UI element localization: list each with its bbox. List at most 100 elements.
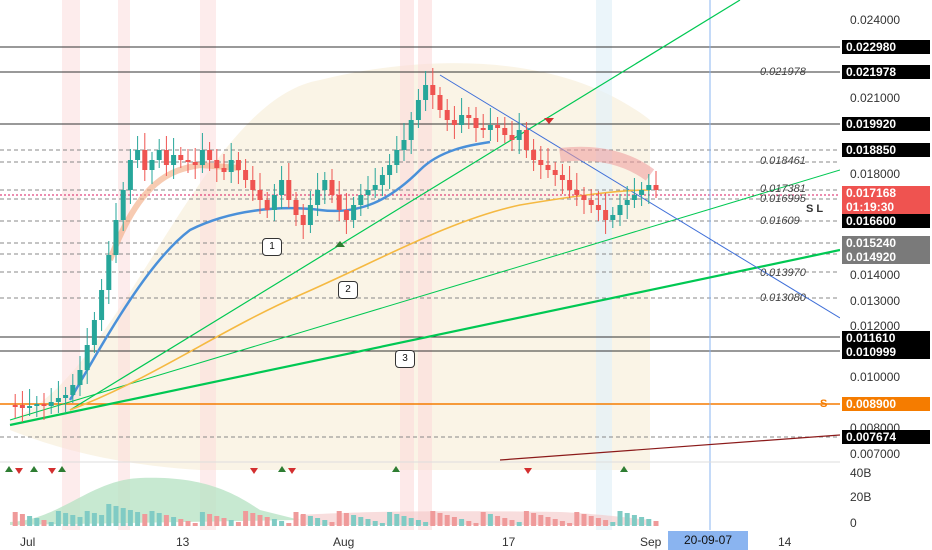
candle-body[interactable]: [444, 110, 450, 120]
candle-body[interactable]: [63, 395, 69, 398]
candle-body[interactable]: [545, 165, 551, 170]
candle-body[interactable]: [185, 160, 191, 162]
candle-body[interactable]: [365, 190, 371, 195]
candle-body[interactable]: [653, 185, 659, 190]
candle-body[interactable]: [99, 290, 105, 320]
candle-body[interactable]: [415, 100, 421, 120]
candle-body[interactable]: [106, 255, 112, 290]
candle-body[interactable]: [250, 180, 256, 190]
candle-body[interactable]: [84, 345, 90, 370]
candle-body[interactable]: [235, 160, 241, 170]
candle-body[interactable]: [466, 115, 472, 118]
candle-body[interactable]: [574, 190, 580, 195]
candle-body[interactable]: [199, 150, 205, 165]
candle-body[interactable]: [55, 398, 61, 402]
candle-body[interactable]: [221, 168, 227, 172]
red-trendline[interactable]: [499, 434, 840, 461]
candle-body[interactable]: [495, 125, 501, 128]
candle-body[interactable]: [502, 128, 508, 135]
descending-trendline[interactable]: [439, 74, 840, 319]
candle-body[interactable]: [300, 215, 306, 225]
candle-body[interactable]: [459, 115, 465, 125]
candle-body[interactable]: [631, 195, 637, 200]
candle-body[interactable]: [617, 205, 623, 215]
candle-body[interactable]: [394, 150, 400, 165]
candle-body[interactable]: [408, 120, 414, 140]
candle-body[interactable]: [473, 118, 479, 128]
candle-body[interactable]: [228, 160, 234, 172]
candle-body[interactable]: [19, 405, 25, 408]
candle-body[interactable]: [286, 180, 292, 200]
candle-body[interactable]: [27, 406, 33, 408]
candle-body[interactable]: [588, 200, 594, 205]
candle-body[interactable]: [329, 180, 335, 195]
candle-body[interactable]: [127, 160, 133, 190]
candle-body[interactable]: [358, 195, 364, 205]
candle-body[interactable]: [12, 405, 18, 407]
candle-body[interactable]: [531, 150, 537, 160]
candle-body[interactable]: [264, 200, 270, 210]
callout-3[interactable]: 3: [395, 350, 415, 368]
candle-body[interactable]: [480, 128, 486, 130]
candle-body[interactable]: [322, 180, 328, 190]
candle-body[interactable]: [34, 404, 40, 406]
candle-body[interactable]: [271, 195, 277, 210]
candle-body[interactable]: [567, 180, 573, 190]
candle-body[interactable]: [91, 320, 97, 345]
candle-body[interactable]: [77, 370, 83, 385]
candle-body[interactable]: [243, 170, 249, 180]
candle-body[interactable]: [192, 162, 198, 165]
candle-body[interactable]: [178, 155, 184, 160]
candle-body[interactable]: [120, 190, 126, 220]
candle-body[interactable]: [379, 175, 385, 185]
candle-body[interactable]: [48, 402, 54, 406]
candle-body[interactable]: [387, 165, 393, 175]
candle-body[interactable]: [451, 120, 457, 125]
candle-body[interactable]: [149, 160, 155, 170]
candle-body[interactable]: [171, 155, 177, 165]
trendlines[interactable]: [9, 0, 840, 427]
candle-body[interactable]: [351, 205, 357, 220]
candle-body[interactable]: [336, 195, 342, 210]
candle-body[interactable]: [523, 130, 529, 150]
candle-body[interactable]: [279, 180, 285, 195]
candlesticks[interactable]: [12, 68, 659, 422]
candle-body[interactable]: [552, 170, 558, 175]
callout-1[interactable]: 1: [262, 238, 282, 256]
candle-body[interactable]: [430, 85, 436, 95]
candle-body[interactable]: [538, 160, 544, 165]
candle-body[interactable]: [595, 205, 601, 210]
candle-body[interactable]: [135, 150, 141, 160]
candle-body[interactable]: [516, 130, 522, 140]
candle-body[interactable]: [559, 175, 565, 180]
candle-body[interactable]: [156, 150, 162, 160]
candle-body[interactable]: [624, 200, 630, 205]
candle-body[interactable]: [646, 185, 652, 190]
candle-body[interactable]: [113, 220, 119, 255]
chart-plot-area[interactable]: 1 2 3 0.021978 0.018461 0.017381 0.01699…: [0, 0, 840, 550]
candle-body[interactable]: [639, 190, 645, 195]
candle-body[interactable]: [307, 205, 313, 225]
candle-body[interactable]: [214, 160, 220, 168]
candle-body[interactable]: [163, 150, 169, 165]
candle-body[interactable]: [437, 95, 443, 110]
candle-body[interactable]: [603, 210, 609, 220]
candle-body[interactable]: [610, 215, 616, 220]
candle-body[interactable]: [423, 85, 429, 100]
candle-body[interactable]: [372, 185, 378, 190]
candle-body[interactable]: [401, 140, 407, 150]
candle-body[interactable]: [207, 150, 213, 160]
candle-body[interactable]: [581, 195, 587, 200]
candle-body[interactable]: [257, 190, 263, 200]
candle-body[interactable]: [487, 125, 493, 130]
price-chart[interactable]: [0, 0, 840, 550]
candle-body[interactable]: [293, 200, 299, 215]
callout-2[interactable]: 2: [338, 281, 358, 299]
price-axis[interactable]: 0.024000 0.021000 0.018000 0.014000 0.01…: [840, 0, 932, 550]
candle-body[interactable]: [509, 135, 515, 140]
candle-body[interactable]: [315, 190, 321, 205]
candle-body[interactable]: [343, 210, 349, 220]
candle-body[interactable]: [70, 385, 76, 395]
candle-body[interactable]: [142, 150, 148, 170]
candle-body[interactable]: [41, 404, 47, 406]
